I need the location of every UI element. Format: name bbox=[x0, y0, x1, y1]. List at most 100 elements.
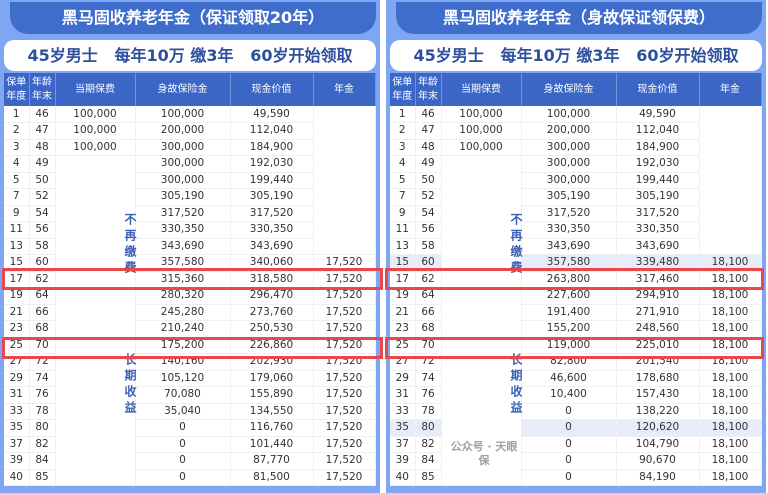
table-row: 39 84 0 87,770 17,520 bbox=[4, 452, 376, 470]
cell-age: 48 bbox=[415, 139, 442, 156]
cell-age: 82 bbox=[29, 436, 56, 453]
table-row: 25 70 119,000 225,010 18,100 bbox=[390, 337, 762, 354]
cell-annuity: 18,100 bbox=[699, 254, 762, 272]
cell-age: 80 bbox=[415, 419, 442, 437]
cell-death-benefit: 330,350 bbox=[521, 221, 617, 239]
cell-annuity: 17,520 bbox=[313, 469, 376, 486]
table-row: 19 64 280,320 296,470 17,520 bbox=[4, 287, 376, 305]
cell-policy-year: 39 bbox=[390, 452, 416, 470]
cell-cash-value: 340,060 bbox=[230, 254, 314, 272]
cell-cash-value: 250,530 bbox=[230, 320, 314, 338]
cell-cash-value: 184,900 bbox=[230, 139, 314, 156]
cell-death-benefit: 317,520 bbox=[521, 205, 617, 222]
cell-age: 70 bbox=[29, 337, 56, 354]
cell-cash-value: 87,770 bbox=[230, 452, 314, 470]
cell-age: 52 bbox=[29, 188, 56, 206]
cell-policy-year: 5 bbox=[390, 172, 416, 189]
cell-annuity bbox=[699, 106, 762, 255]
cell-policy-year: 25 bbox=[4, 337, 30, 354]
cell-age: 46 bbox=[29, 106, 56, 123]
cell-age: 58 bbox=[415, 238, 442, 255]
cell-age: 56 bbox=[29, 221, 56, 239]
cell-death-benefit: 317,520 bbox=[135, 205, 231, 222]
cell-cash-value: 339,480 bbox=[616, 254, 700, 272]
cell-policy-year: 4 bbox=[4, 155, 30, 173]
cell-cash-value: 49,590 bbox=[230, 106, 314, 123]
cell-death-benefit: 0 bbox=[521, 403, 617, 420]
cell-death-benefit: 227,600 bbox=[521, 287, 617, 305]
cell-policy-year: 3 bbox=[390, 139, 416, 156]
cell-death-benefit: 175,200 bbox=[135, 337, 231, 354]
cell-age: 52 bbox=[415, 188, 442, 206]
table-row: 9 54 317,520 317,520 bbox=[4, 205, 375, 222]
header-annuity: 年金 bbox=[699, 73, 762, 106]
cell-cash-value: 294,910 bbox=[616, 287, 700, 305]
header-annuity: 年金 bbox=[313, 73, 376, 106]
cell-death-benefit: 46,600 bbox=[521, 370, 617, 387]
cell-annuity: 18,100 bbox=[699, 419, 762, 437]
cell-policy-year: 25 bbox=[390, 337, 416, 354]
header-age: 年龄年末 bbox=[29, 73, 56, 106]
panel-title: 黑马固收养老年金（身故保证领保费） bbox=[396, 2, 762, 34]
table-row: 5 50 300,000 199,440 bbox=[390, 172, 761, 189]
cell-cash-value: 155,890 bbox=[230, 386, 314, 404]
cell-death-benefit: 300,000 bbox=[521, 139, 617, 156]
cell-death-benefit: 343,690 bbox=[521, 238, 617, 255]
cell-age: 74 bbox=[415, 370, 442, 387]
cell-policy-year: 35 bbox=[390, 419, 416, 437]
watermark: 公众号 · 天眼保 bbox=[450, 440, 518, 467]
right-panel: 黑马固收养老年金（身故保证领保费） 45岁男士 每年10万 缴3年 60岁开始领… bbox=[386, 0, 766, 493]
cell-death-benefit: 0 bbox=[135, 436, 231, 453]
cell-death-benefit: 200,000 bbox=[135, 122, 231, 140]
cell-policy-year: 15 bbox=[390, 254, 416, 272]
header-death-benefit: 身故保险金 bbox=[521, 73, 617, 106]
cell-age: 49 bbox=[29, 155, 56, 173]
table-row: 31 76 10,400 157,430 18,100 bbox=[390, 386, 762, 404]
cell-cash-value: 305,190 bbox=[616, 188, 700, 206]
table-row: 11 56 330,350 330,350 bbox=[4, 221, 375, 239]
cell-death-benefit: 0 bbox=[135, 469, 231, 486]
cell-age: 46 bbox=[415, 106, 442, 123]
cell-policy-year: 39 bbox=[4, 452, 30, 470]
table-row: 2 47 100,000 200,000 112,040 bbox=[4, 122, 375, 140]
cell-death-benefit: 0 bbox=[135, 452, 231, 470]
cell-cash-value: 192,030 bbox=[230, 155, 314, 173]
cell-cash-value: 81,500 bbox=[230, 469, 314, 486]
cell-cash-value: 317,520 bbox=[616, 205, 700, 222]
cell-premium bbox=[55, 155, 136, 486]
highlight-row-17-left bbox=[2, 268, 383, 290]
cell-policy-year: 21 bbox=[4, 304, 30, 321]
table-row: 4 49 300,000 192,030 bbox=[390, 155, 761, 486]
cell-policy-year: 31 bbox=[390, 386, 416, 404]
cell-age: 80 bbox=[29, 419, 56, 437]
header-policy-year: 保单年度 bbox=[4, 73, 30, 106]
table-row: 23 68 155,200 248,560 18,100 bbox=[390, 320, 762, 338]
cell-policy-year: 23 bbox=[4, 320, 30, 338]
cell-cash-value: 226,860 bbox=[230, 337, 314, 354]
table-row: 15 60 357,580 340,060 17,520 bbox=[4, 254, 376, 272]
cell-policy-year: 19 bbox=[4, 287, 30, 305]
cell-age: 56 bbox=[415, 221, 442, 239]
cell-death-benefit: 305,190 bbox=[521, 188, 617, 206]
cell-cash-value: 84,190 bbox=[616, 469, 700, 486]
cell-policy-year: 35 bbox=[4, 419, 30, 437]
cell-premium: 100,000 bbox=[441, 106, 522, 123]
cell-age: 66 bbox=[415, 304, 442, 321]
cell-cash-value: 343,690 bbox=[230, 238, 314, 255]
cell-age: 74 bbox=[29, 370, 56, 387]
cell-policy-year: 33 bbox=[4, 403, 30, 420]
highlight-row-25-right bbox=[385, 337, 764, 359]
cell-annuity: 18,100 bbox=[699, 370, 762, 387]
cell-annuity: 17,520 bbox=[313, 386, 376, 404]
cell-policy-year: 7 bbox=[4, 188, 30, 206]
table-row: 40 85 0 84,190 18,100 bbox=[390, 469, 762, 486]
cell-death-benefit: 155,200 bbox=[521, 320, 617, 338]
cell-age: 58 bbox=[29, 238, 56, 255]
cell-policy-year: 5 bbox=[4, 172, 30, 189]
cell-age: 76 bbox=[415, 386, 442, 404]
cell-premium bbox=[441, 155, 522, 486]
cell-annuity: 18,100 bbox=[699, 287, 762, 305]
cell-annuity: 17,520 bbox=[313, 403, 376, 420]
cell-cash-value: 49,590 bbox=[616, 106, 700, 123]
cell-annuity: 17,520 bbox=[313, 452, 376, 470]
